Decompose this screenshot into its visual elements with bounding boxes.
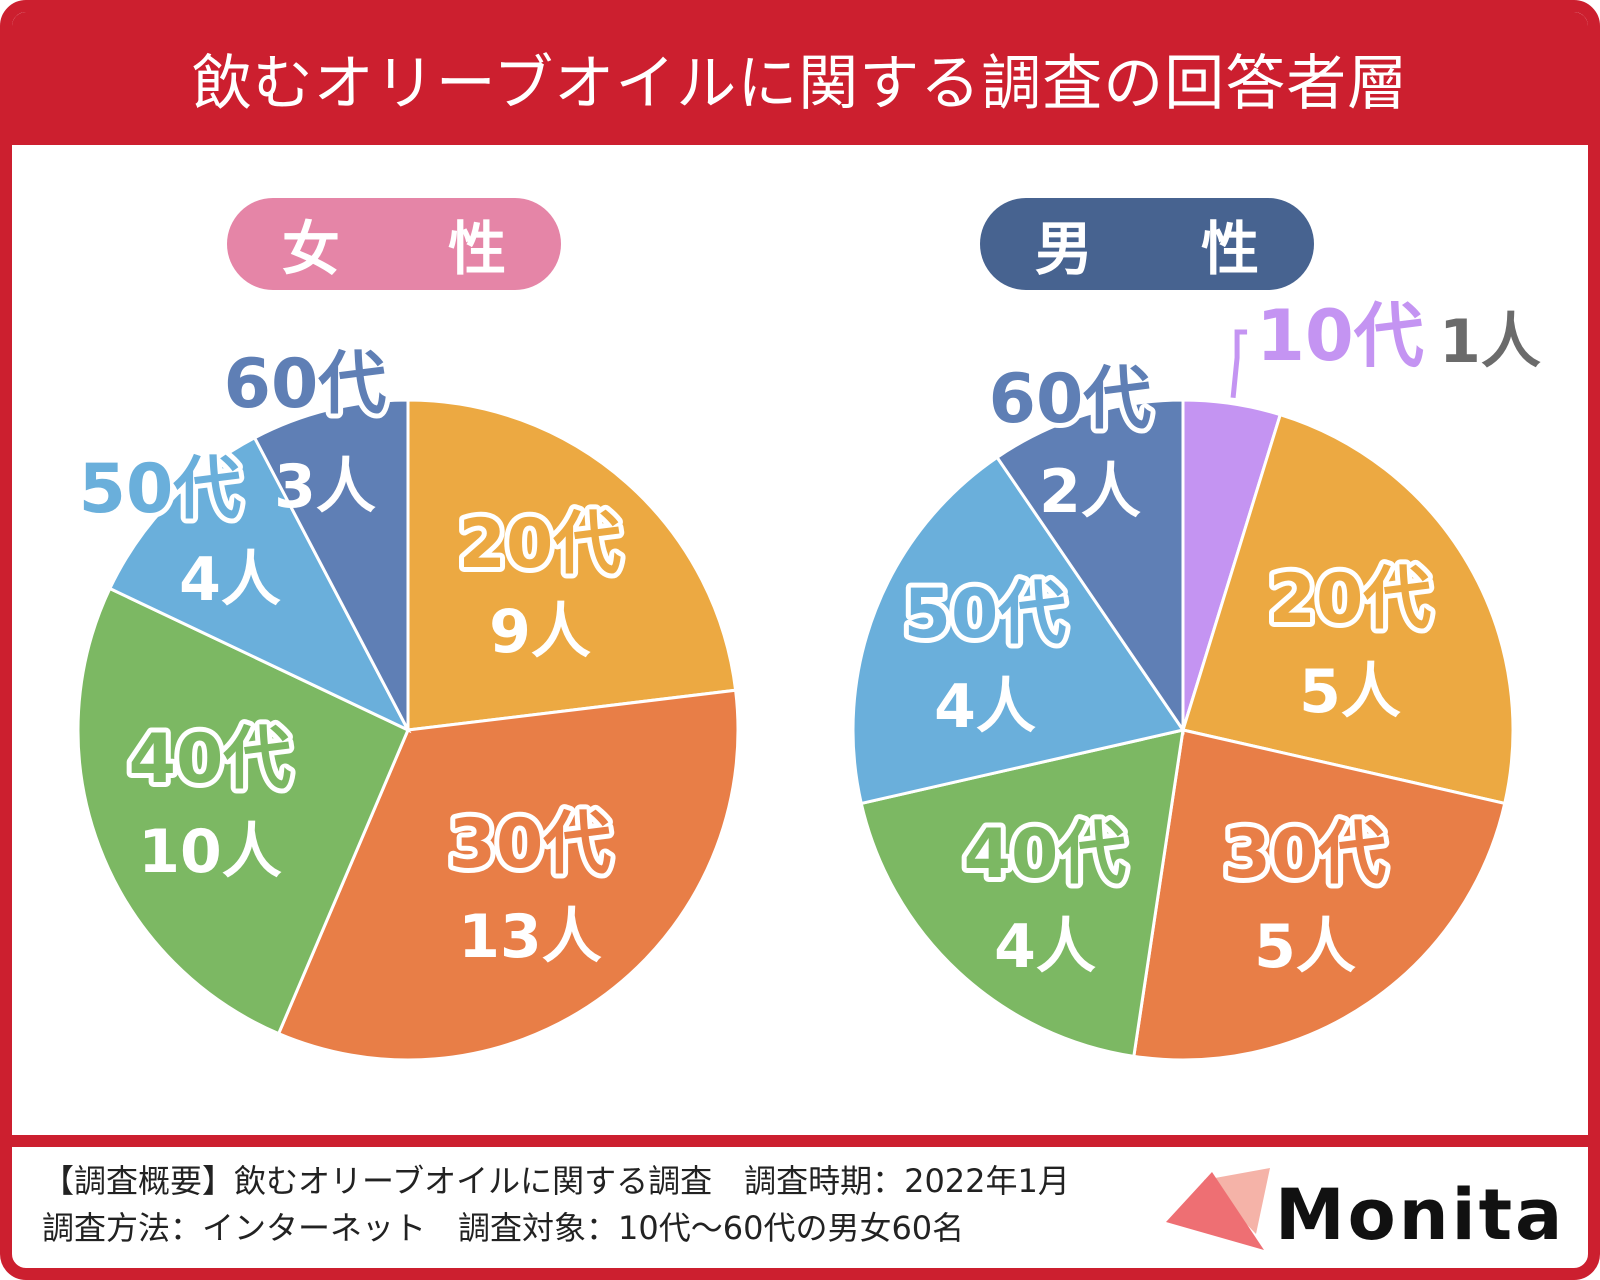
- female-slice-label-30代: 30代: [449, 805, 612, 884]
- male-pie-slice-60代: [995, 398, 1185, 735]
- male-slice-count-60代: 2人: [1039, 457, 1141, 527]
- female-chart-title: 女 性: [227, 198, 561, 290]
- male-pie-slice-40代: [859, 728, 1185, 1059]
- footer-divider: [12, 1135, 1588, 1147]
- female-slice-count-50代: 4人: [179, 545, 281, 615]
- female-slice-count-40代: 10人: [138, 817, 282, 887]
- male-slice-count-30代: 5人: [1254, 912, 1356, 982]
- survey-summary-line2: 調査方法：インターネット 調査対象：10代〜60代の男女60名: [42, 1209, 965, 1247]
- page-title: 飲むオリーブオイルに関する調査の回答者層: [191, 49, 1409, 119]
- female-pie-slice-60代: [252, 398, 410, 731]
- male-pie-slice-50代: [851, 455, 1186, 806]
- female-pie-slice-30代: [276, 688, 740, 1062]
- male-slice-label-10代: 10代: [1256, 295, 1423, 377]
- male-slice-label-50代: 50代: [904, 575, 1067, 654]
- female-slice-label-50代: 50代: [79, 450, 242, 529]
- male-slice-count-40代: 4人: [994, 912, 1096, 982]
- male-leader-line-10代: [1230, 329, 1248, 399]
- male-chart-title: 男 性: [980, 198, 1314, 290]
- survey-summary-line1: 【調査概要】飲むオリーブオイルに関する調査 調査時期：2022年1月: [42, 1162, 1070, 1200]
- male-slice-count-10代: 1人: [1439, 307, 1541, 377]
- brand-logo: Monita: [1164, 1164, 1566, 1256]
- male-slice-label-20代: 20代: [1269, 560, 1432, 639]
- survey-summary: 【調査概要】飲むオリーブオイルに関する調査 調査時期：2022年1月 調査方法：…: [42, 1158, 1142, 1252]
- female-pie-slice-50代: [107, 435, 412, 734]
- brand-name: Monita: [1275, 1174, 1566, 1256]
- female-slice-label-60代: 60代: [224, 345, 387, 424]
- female-slice-count-60代: 3人: [274, 452, 376, 522]
- male-slice-count-20代: 5人: [1299, 657, 1401, 727]
- female-pie-slice-20代: [406, 398, 738, 732]
- female-slice-label-40代: 40代: [129, 720, 292, 799]
- female-slice-count-20代: 9人: [489, 597, 591, 667]
- male-slice-label-40代: 40代: [964, 815, 1127, 894]
- male-slice-count-50代: 4人: [934, 672, 1036, 742]
- male-slice-label-30代: 30代: [1224, 815, 1387, 894]
- brand-logo-icon: [1166, 1168, 1270, 1250]
- female-pie-slice-40代: [76, 586, 410, 1036]
- male-pie-slice-20代: [1181, 412, 1515, 806]
- female-slice-count-30代: 13人: [458, 902, 602, 972]
- male-slice-label-60代: 60代: [989, 360, 1152, 439]
- title-banner: 飲むオリーブオイルに関する調査の回答者層: [12, 12, 1588, 145]
- female-slice-label-20代: 20代: [459, 505, 622, 584]
- male-pie-slice-30代: [1132, 728, 1507, 1062]
